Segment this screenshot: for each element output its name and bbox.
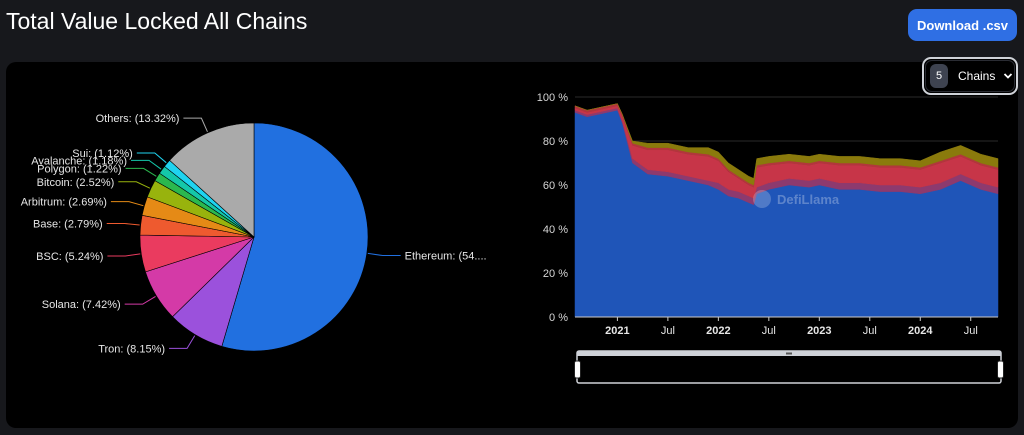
defillama-logo-icon — [753, 190, 771, 208]
y-tick-label: 40 % — [543, 224, 568, 236]
select-inner-border — [925, 60, 1015, 92]
pie-slices — [139, 122, 369, 352]
x-tick-label: Jul — [661, 325, 675, 337]
slider-handle-right[interactable] — [997, 360, 1004, 379]
x-tick-label: Jul — [762, 325, 776, 337]
pie-leader-tron — [169, 335, 196, 349]
pie-leader-solana — [124, 295, 156, 305]
chains-select-label: Chains — [958, 69, 996, 83]
pie-chart: Ethereum: (54.... Tron: (8.15%) Solana: (7… — [21, 113, 487, 355]
pie-label-bsc: BSC: (5.24%) — [36, 251, 103, 263]
y-tick-label: 60 % — [543, 180, 568, 192]
pie-label-ethereum: Ethereum: (54.... — [405, 251, 487, 263]
x-tick-label: 2024 — [908, 325, 933, 337]
x-tick-label: Jul — [964, 325, 978, 337]
pie-label-solana: Solana: (7.42%) — [42, 299, 121, 311]
slider-grip-icon — [786, 352, 792, 355]
pie-label-base: Base: (2.79%) — [33, 218, 103, 230]
pie-slice-ethereum[interactable] — [221, 122, 369, 352]
pie-label-avalanche: Avalanche: (1.18%) — [31, 155, 127, 167]
x-tick-label: 2023 — [807, 325, 831, 337]
pie-leader-sui — [136, 152, 167, 164]
chevron-down-icon — [1004, 73, 1013, 79]
pie-labels: Ethereum: (54.... Tron: (8.15%) Solana: (7… — [21, 113, 487, 355]
time-range-slider[interactable] — [574, 350, 1004, 384]
pie-leader-others — [183, 117, 208, 133]
pie-label-sui: Sui: (1.12%) — [72, 148, 133, 160]
pie-leader-base — [106, 222, 140, 226]
defillama-watermark: DefiLlama — [753, 190, 840, 208]
y-tick-label: 100 % — [537, 92, 568, 104]
pie-leader-avalanche — [131, 159, 162, 170]
x-tick-label: Jul — [863, 325, 877, 337]
pie-label-arbitrum: Arbitrum: (2.69%) — [21, 197, 107, 209]
area-axes: 0 % 20 % 40 % 60 % 80 % 100 % 2021 Jul 2022 Jul 20… — [537, 92, 998, 337]
pie-leader-bitcoin — [118, 181, 151, 189]
x-tick-label: 2021 — [605, 325, 629, 337]
page-title: Total Value Locked All Chains — [6, 8, 308, 34]
pie-label-bitcoin: Bitcoin: (2.52%) — [37, 177, 115, 189]
pie-leader-polygon — [125, 167, 157, 177]
pie-label-others: Others: (13.32%) — [96, 113, 180, 125]
pie-leader-bsc — [107, 253, 141, 257]
download-csv-button[interactable]: Download .csv — [908, 9, 1017, 41]
pie-label-tron: Tron: (8.15%) — [98, 343, 165, 355]
pie-slice-others[interactable] — [169, 122, 255, 238]
area-chart: DefiLlama 0 % 20 % 40 % 60 % 80 % 100 % 2021 Ju… — [537, 92, 1004, 384]
y-tick-label: 20 % — [543, 268, 568, 280]
pie-label-polygon: Polygon: (1.22%) — [37, 163, 121, 175]
area-series-5 — [574, 103, 999, 186]
pie-leader-ethereum — [367, 252, 401, 257]
watermark-text: DefiLlama — [777, 192, 840, 207]
x-tick-label: 2022 — [706, 325, 730, 337]
y-tick-label: 0 % — [549, 312, 568, 324]
slider-handle-left[interactable] — [574, 360, 581, 379]
chain-count-badge: 5 — [930, 64, 948, 88]
area-layers — [574, 103, 999, 318]
y-tick-label: 80 % — [543, 136, 568, 148]
pie-leader-arbitrum — [110, 201, 144, 207]
chains-select[interactable]: 5 Chains — [922, 57, 1018, 95]
